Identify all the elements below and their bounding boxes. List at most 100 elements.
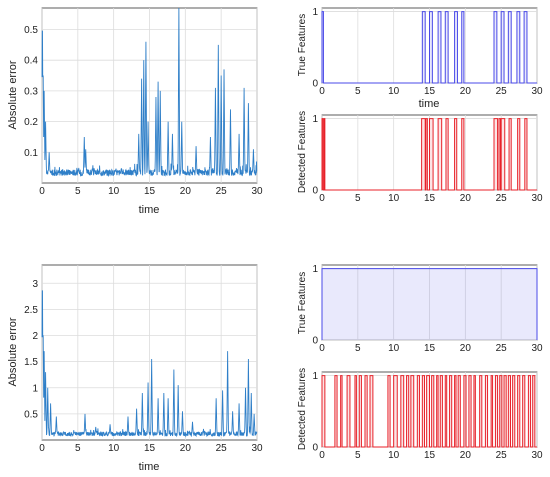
pulse-bar <box>479 375 482 447</box>
pulse-bar <box>429 118 434 190</box>
x-tick-label: 30 <box>251 443 263 454</box>
pulse-bar <box>370 375 373 447</box>
chart-bottom-right-detected: 0 5 10 15 20 25 30 0 1 Detected Features <box>297 368 543 461</box>
x-tick-label: 15 <box>424 193 436 204</box>
pulse-bar <box>445 11 449 84</box>
x-axis-label: time <box>139 461 160 473</box>
x-tick-label: 0 <box>319 450 325 461</box>
chart-top-left: 0 5 10 15 20 25 30 0.1 0.2 0.3 0.4 0.5 time Absolut… <box>7 7 263 216</box>
y-axis-label: Detected Features <box>297 368 308 450</box>
x-tick-label: 0 <box>39 443 45 454</box>
pulse-bar <box>359 375 362 447</box>
pulse-bar <box>387 375 391 447</box>
pulse-bar <box>429 11 433 84</box>
y-tick-label: 0.5 <box>24 409 38 420</box>
pulse-bar <box>461 11 464 84</box>
pulse-bar <box>422 11 426 84</box>
pulse-bar <box>463 375 467 447</box>
x-tick-label: 10 <box>388 343 400 354</box>
pulse-bar <box>504 375 507 447</box>
pulse-bar <box>436 375 439 447</box>
pulse-bar <box>426 375 430 447</box>
chart-bottom-left: 0 5 10 15 20 25 30 0.5 1 1.5 2 2.5 3 time Absolute e… <box>7 264 263 473</box>
x-tick-label: 0 <box>319 343 325 354</box>
pulse-bar <box>422 375 425 447</box>
x-tick-label: 10 <box>108 443 120 454</box>
plot-area: 0 5 10 15 20 25 30 0 1 <box>312 371 543 461</box>
pulse-bar <box>322 375 325 447</box>
y-tick-label: 1 <box>312 371 318 382</box>
pulse-bar <box>322 118 324 190</box>
pulse-bar <box>438 118 442 190</box>
x-tick-label: 25 <box>496 343 508 354</box>
pulse-bar <box>449 375 452 447</box>
pulse-bar <box>425 118 428 190</box>
pulse-bar <box>322 11 324 84</box>
chart-top-right-true: 0 5 10 15 20 25 30 0 1 time True Features <box>297 7 543 110</box>
x-tick-label: 5 <box>355 193 361 204</box>
y-tick-label: 3 <box>32 279 38 290</box>
plot-area: 0 5 10 15 20 25 30 0 1 <box>312 7 543 97</box>
chart-top-right-detected: 0 5 10 15 20 25 30 0 1 Detected Features <box>297 111 543 204</box>
y-tick-label: 0.5 <box>24 25 38 36</box>
y-tick-label: 0 <box>312 443 318 454</box>
x-tick-label: 5 <box>355 450 361 461</box>
x-tick-label: 10 <box>388 86 400 97</box>
pulse-bar <box>354 375 357 447</box>
x-tick-label: 15 <box>424 343 436 354</box>
pulse-bar <box>524 118 527 190</box>
pulse-bar <box>494 11 497 84</box>
pulse-bar <box>461 118 464 190</box>
x-tick-label: 20 <box>460 343 472 354</box>
pulse-bar <box>485 375 488 447</box>
x-tick-label: 30 <box>251 186 263 197</box>
pulse-bar <box>532 375 535 447</box>
x-tick-label: 20 <box>460 86 472 97</box>
x-axis-label: time <box>419 98 440 110</box>
pulse-bar <box>324 118 325 190</box>
y-tick-label: 0.2 <box>24 117 38 128</box>
plot-area: 0 5 10 15 20 25 30 0 1 <box>312 264 543 354</box>
x-tick-label: 0 <box>39 186 45 197</box>
x-tick-label: 5 <box>355 86 361 97</box>
series-step-line <box>321 268 538 340</box>
pulse-bar <box>517 375 520 447</box>
pulse-bar <box>454 118 457 190</box>
pulse-bar <box>495 375 498 447</box>
y-tick-label: 0.4 <box>24 56 38 67</box>
pulse-bar <box>508 375 511 447</box>
plot-area: 0 5 10 15 20 25 30 0.5 1 1.5 2 2.5 3 <box>24 265 263 454</box>
pulse-bar <box>508 11 512 84</box>
y-axis-label: Detected Features <box>297 111 308 193</box>
x-tick-label: 10 <box>388 193 400 204</box>
x-tick-label: 25 <box>216 186 228 197</box>
pulse-bar <box>340 375 343 447</box>
y-tick-label: 0 <box>312 336 318 347</box>
pulse-bar <box>501 118 505 190</box>
x-tick-label: 20 <box>460 450 472 461</box>
y-axis-label: Absolute error <box>7 317 19 386</box>
y-axis-label: Absolute error <box>7 60 19 129</box>
pulse-bar <box>347 375 350 447</box>
y-tick-label: 0.1 <box>24 148 38 159</box>
y-tick-label: 0 <box>312 79 318 90</box>
pulse-bar <box>400 375 404 447</box>
x-tick-label: 5 <box>75 186 81 197</box>
plot-area: 0 5 10 15 20 25 30 0.1 0.2 0.3 0.4 0.5 <box>24 7 263 197</box>
pulse-bar <box>421 118 426 190</box>
series-step-line <box>321 11 537 84</box>
x-tick-label: 15 <box>424 86 436 97</box>
x-tick-label: 20 <box>180 186 192 197</box>
pulse-bar <box>512 375 515 447</box>
pulse-bar <box>445 375 447 447</box>
y-tick-label: 0 <box>312 186 318 197</box>
series-step-line <box>321 118 537 191</box>
y-tick-label: 1 <box>312 264 318 275</box>
pulse-bar <box>491 375 493 447</box>
series-line <box>41 7 258 178</box>
x-tick-label: 10 <box>388 450 400 461</box>
pulse-bar <box>522 375 525 447</box>
pulse-bar <box>473 375 476 447</box>
pulse-bar <box>468 375 472 447</box>
pulse-bar <box>454 11 458 84</box>
